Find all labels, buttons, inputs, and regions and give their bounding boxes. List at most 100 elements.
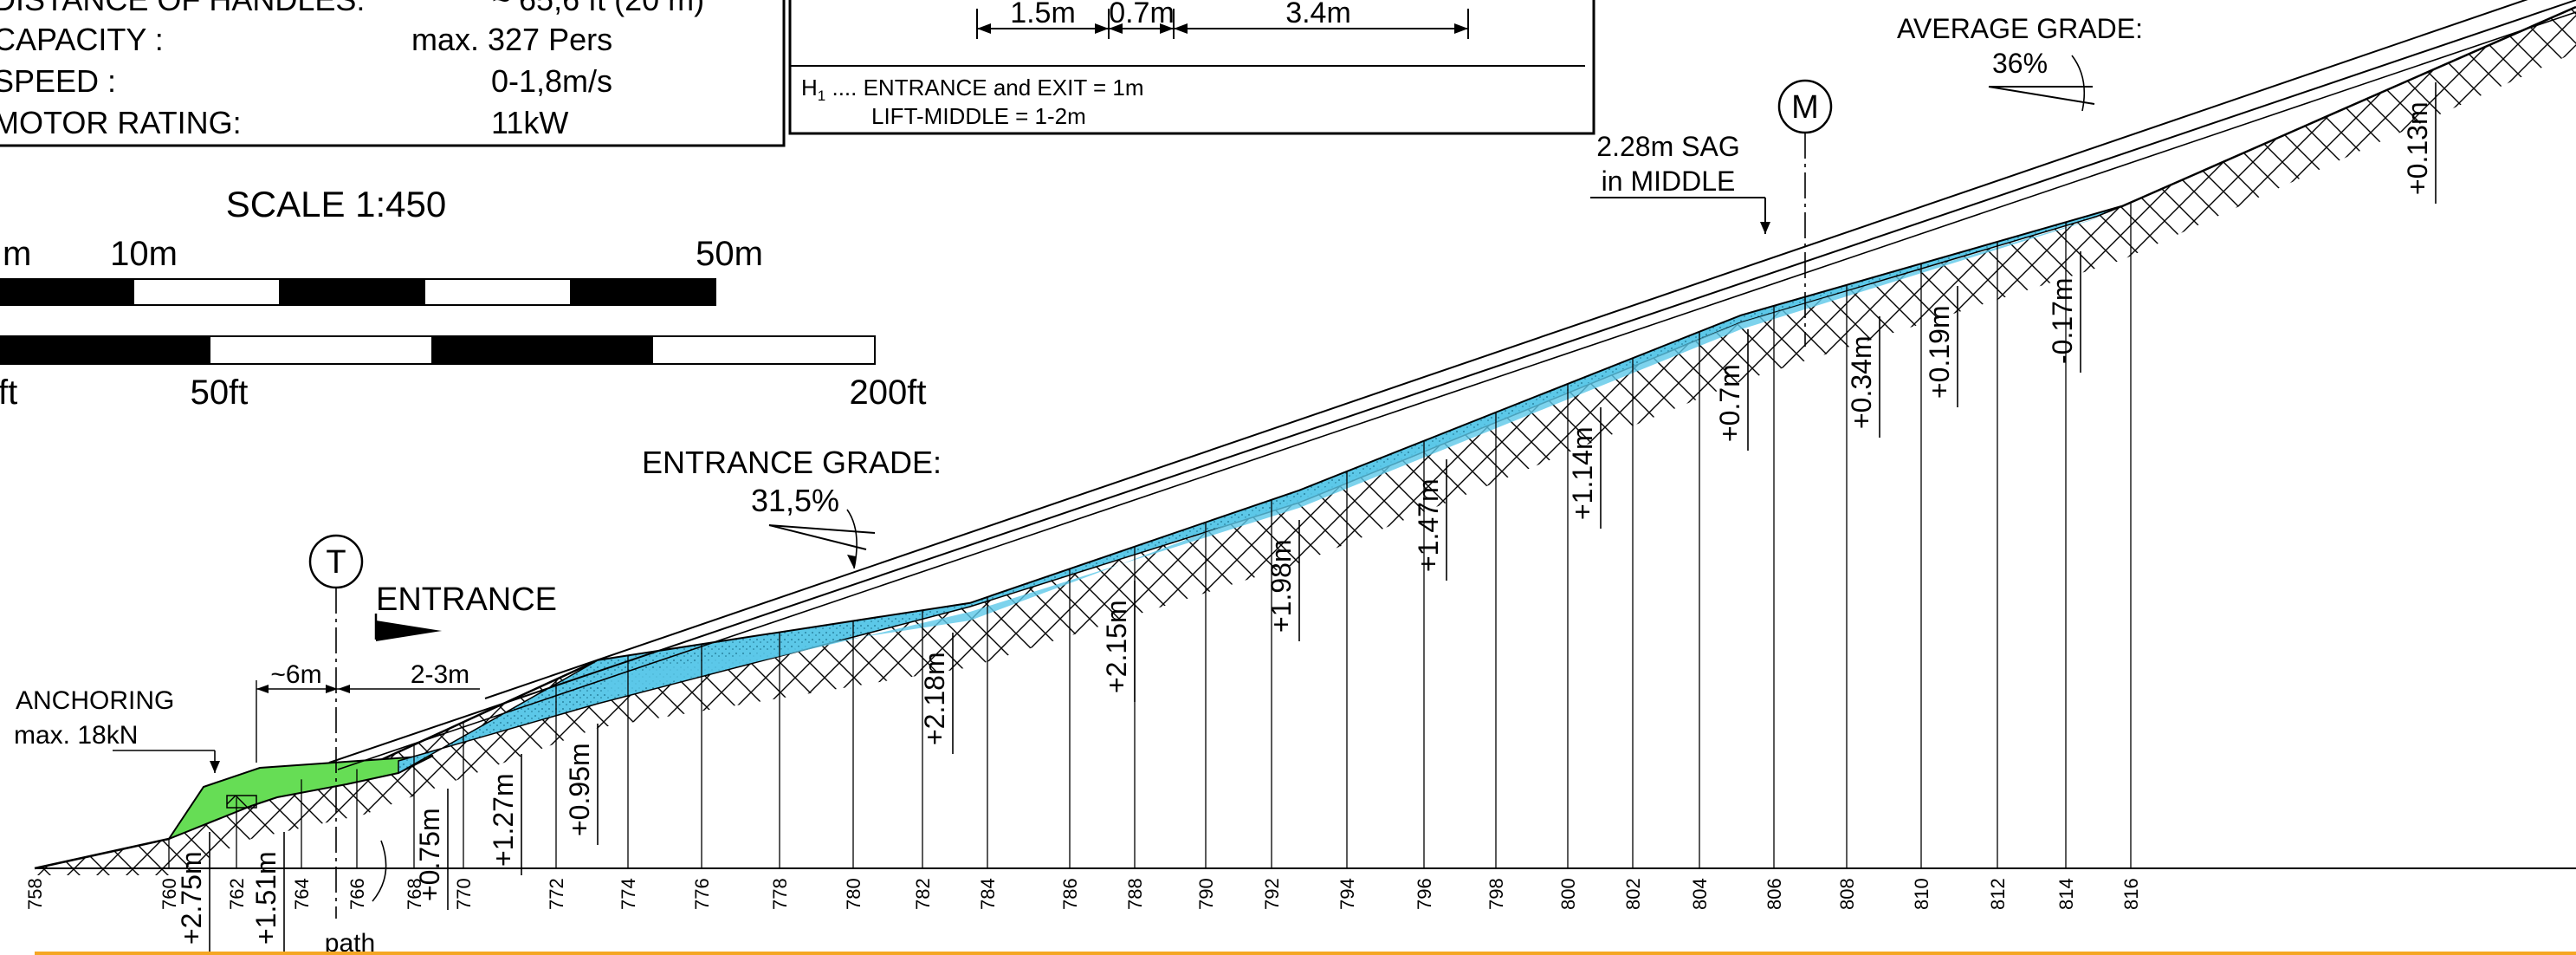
dim-approx-6m: ~6m: [270, 660, 321, 689]
marker-m-label: M: [1791, 89, 1819, 126]
clearance-label: +1.98m: [1265, 539, 1297, 633]
anchor-detail: [226, 795, 257, 809]
dim-3-4m: 3.4m: [1285, 0, 1351, 29]
marker-m: M: [1777, 79, 1833, 347]
scale-label-m: m: [3, 235, 31, 273]
station-label: 798: [1485, 878, 1507, 910]
clearance-label: +0.75m: [414, 808, 445, 901]
clearance-label: +0.7m: [1714, 364, 1745, 442]
anchoring-block: [166, 755, 434, 841]
average-grade-label: AVERAGE GRADE:: [1897, 13, 2143, 44]
detail-box: 1.5m 0.7m 3.4m H1 .... ENTRANCE and EXIT…: [788, 0, 1595, 135]
scale-label-50ft: 50ft: [191, 374, 249, 412]
clearance-label: +0.13m: [2402, 101, 2433, 195]
station-label: 796: [1414, 878, 1435, 910]
station-label: 776: [691, 878, 713, 910]
station-label: 794: [1337, 878, 1358, 910]
station-label: 806: [1764, 878, 1785, 910]
dim-1-5m: 1.5m: [1010, 0, 1076, 29]
dim-2-3m: 2-3m: [411, 660, 469, 689]
station-label: 758: [24, 878, 46, 910]
station-label: 768: [404, 878, 425, 910]
sag-line1: 2.28m SAG: [1596, 131, 1739, 162]
clearance-labels: +2.75m +1.51m +0.75m +1.27m +0.95m +2.18m +2.1…: [176, 82, 2437, 953]
clearance-label: +2.15m: [1101, 600, 1132, 693]
station-label: 814: [2055, 878, 2077, 910]
scale-label-50m: 50m: [696, 235, 763, 273]
station-label: 810: [1911, 878, 1932, 910]
clearance-label: -0.17m: [2047, 277, 2078, 364]
clearance-label: +1.47m: [1413, 478, 1444, 572]
entrance-grade-label: ENTRANCE GRADE:: [642, 445, 942, 480]
station-label: 800: [1557, 878, 1579, 910]
station-label: 772: [546, 878, 567, 910]
entrance-dims: ~6m 2-3m: [256, 660, 480, 763]
station-label: 766: [346, 878, 368, 910]
station-label: 774: [618, 878, 639, 910]
clearance-label: +2.75m: [176, 851, 207, 945]
station-labels: 758 760 762 764 766 768 770 772 774 776 778 780 782 7…: [24, 878, 2142, 910]
dim-0-7m: 0.7m: [1109, 0, 1175, 29]
entrance-grade: ENTRANCE GRADE: 31,5%: [642, 445, 942, 569]
spec-value-capacity: max. 327 Pers: [411, 22, 612, 57]
station-label: 782: [912, 878, 934, 910]
clearance-label: +0.95m: [564, 743, 595, 836]
path-leader: [372, 840, 387, 902]
anchoring-line1: ANCHORING: [16, 686, 174, 715]
scale-label-10m: 10m: [110, 235, 178, 273]
station-label: 778: [769, 878, 791, 910]
station-label: 784: [977, 878, 999, 910]
average-grade: AVERAGE GRADE: 36%: [1897, 13, 2143, 112]
entrance-marker: ENTRANCE: [374, 581, 557, 641]
marker-t: T: [308, 534, 364, 919]
anchoring-note: ANCHORING max. 18kN: [14, 686, 220, 773]
clearance-label: +0.34m: [1846, 335, 1877, 429]
clearance-label: +1.14m: [1567, 426, 1598, 520]
station-label: 760: [159, 878, 180, 910]
marker-t-label: T: [326, 544, 346, 581]
station-label: 790: [1195, 878, 1217, 910]
spec-label-motor: MOTOR RATING:: [0, 105, 242, 140]
station-label: 780: [843, 878, 864, 910]
sag-note: 2.28m SAG in MIDDLE: [1590, 131, 1770, 234]
entrance-grade-value: 31,5%: [751, 483, 839, 518]
station-label: 812: [1987, 878, 2009, 910]
average-grade-value: 36%: [1992, 48, 2048, 79]
spec-label-capacity: CAPACITY :: [0, 22, 164, 57]
station-label: 788: [1124, 878, 1146, 910]
spec-value-speed: 0-1,8m/s: [491, 63, 612, 99]
spec-value-distance: ~ 65,6 ft (20 m): [492, 0, 704, 17]
spec-label-distance: DISTANCE OF HANDLES:: [0, 0, 365, 17]
station-label: 792: [1261, 878, 1283, 910]
station-label: 762: [226, 878, 248, 910]
spec-value-motor: 11kW: [491, 105, 568, 140]
anchoring-line2: max. 18kN: [14, 721, 138, 750]
path-label: path: [325, 929, 375, 955]
cable-track: [337, 11, 2576, 770]
station-label: 770: [453, 878, 475, 910]
cable-lower: [328, 0, 2576, 763]
station-label: 786: [1059, 878, 1081, 910]
cable-upper: [484, 0, 2528, 699]
station-label: 816: [2120, 878, 2142, 910]
entrance-label: ENTRANCE: [376, 581, 557, 618]
clearance-label: +1.51m: [250, 851, 282, 945]
station-label: 804: [1689, 878, 1711, 910]
scale-label-ft: ft: [0, 374, 17, 412]
scale-label-200ft: 200ft: [850, 374, 927, 412]
spec-table: DISTANCE OF HANDLES: ~ 65,6 ft (20 m) CA…: [0, 0, 786, 147]
station-lines: [35, 202, 2576, 869]
clearance-label: +2.18m: [919, 652, 950, 745]
station-label: 808: [1836, 878, 1858, 910]
h1-note: H1 .... ENTRANCE and EXIT = 1m: [801, 75, 1144, 104]
spec-label-speed: SPEED :: [0, 63, 116, 99]
scale-bar: SCALE 1:450 m 10m 50m ft 50ft 200ft: [0, 184, 926, 412]
station-label: 764: [291, 878, 313, 910]
scale-title: SCALE 1:450: [226, 184, 447, 224]
ground-line: [34, 5, 2576, 870]
clearance-label: +1.27m: [488, 773, 519, 867]
sag-line2: in MIDDLE: [1602, 166, 1736, 197]
h1-note-line2: LIFT-MIDDLE = 1-2m: [871, 103, 1086, 129]
clearance-label: +0.19m: [1924, 305, 1955, 399]
